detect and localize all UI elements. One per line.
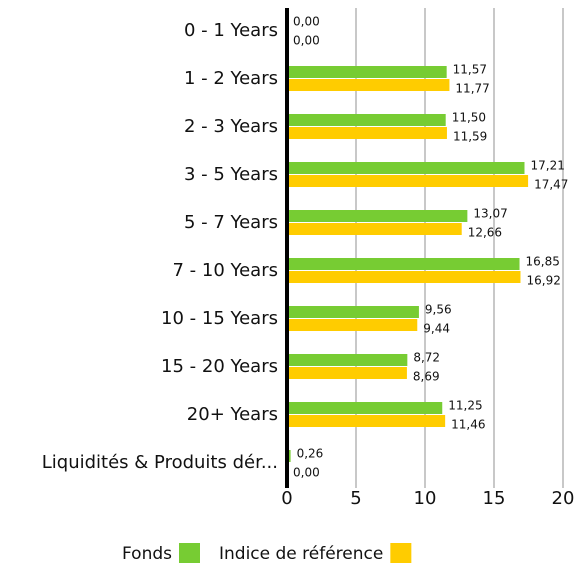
value-label: 11,25 bbox=[448, 399, 482, 413]
value-label: 11,50 bbox=[452, 111, 486, 125]
value-label: 11,77 bbox=[455, 82, 489, 96]
legend-label: Indice de référence bbox=[219, 544, 383, 564]
x-tick-label: 0 bbox=[281, 488, 292, 509]
x-tick-label: 5 bbox=[350, 488, 361, 509]
category-label: 20+ Years bbox=[187, 404, 278, 425]
x-tick-label: 20 bbox=[552, 488, 575, 509]
category-label: 10 - 15 Years bbox=[161, 308, 278, 329]
value-label: 12,66 bbox=[468, 226, 502, 240]
category-label: Liquidités & Produits dér... bbox=[42, 452, 278, 473]
bar bbox=[287, 258, 520, 270]
legend-swatch bbox=[390, 543, 412, 563]
x-tick-label: 10 bbox=[414, 488, 437, 509]
bar bbox=[287, 175, 529, 187]
category-label: 5 - 7 Years bbox=[184, 212, 278, 233]
value-label: 8,69 bbox=[413, 370, 440, 384]
bar bbox=[287, 114, 446, 126]
value-label: 17,21 bbox=[530, 159, 564, 173]
value-label: 17,47 bbox=[534, 178, 568, 192]
value-label: 8,72 bbox=[413, 351, 440, 365]
category-label: 0 - 1 Years bbox=[184, 20, 278, 41]
category-label: 2 - 3 Years bbox=[184, 116, 278, 137]
bar bbox=[287, 306, 419, 318]
value-label: 11,57 bbox=[453, 63, 487, 77]
value-label: 0,00 bbox=[293, 34, 320, 48]
bar bbox=[287, 319, 418, 331]
category-label: 1 - 2 Years bbox=[184, 68, 278, 89]
x-tick-label: 15 bbox=[483, 488, 506, 509]
bar bbox=[287, 210, 468, 222]
bar bbox=[287, 415, 446, 427]
value-label: 0,00 bbox=[293, 15, 320, 29]
value-label: 13,07 bbox=[473, 207, 507, 221]
bar bbox=[287, 402, 443, 414]
legend-swatch bbox=[179, 543, 200, 563]
value-label: 0,00 bbox=[293, 466, 320, 480]
bar bbox=[287, 354, 408, 366]
value-label: 0,26 bbox=[297, 447, 324, 461]
value-label: 9,44 bbox=[423, 322, 450, 336]
bar bbox=[287, 271, 521, 283]
value-label: 11,46 bbox=[451, 418, 485, 432]
bar bbox=[287, 66, 447, 78]
value-label: 16,92 bbox=[526, 274, 560, 288]
bar bbox=[287, 79, 450, 91]
bar bbox=[287, 127, 447, 139]
value-label: 9,56 bbox=[425, 303, 452, 317]
value-label: 16,85 bbox=[526, 255, 560, 269]
category-label: 7 - 10 Years bbox=[172, 260, 278, 281]
bar bbox=[287, 162, 525, 174]
value-label: 11,59 bbox=[453, 130, 487, 144]
category-label: 3 - 5 Years bbox=[184, 164, 278, 185]
category-label: 15 - 20 Years bbox=[161, 356, 278, 377]
bar bbox=[287, 223, 462, 235]
bar bbox=[287, 367, 407, 379]
legend-label: Fonds bbox=[122, 544, 172, 564]
